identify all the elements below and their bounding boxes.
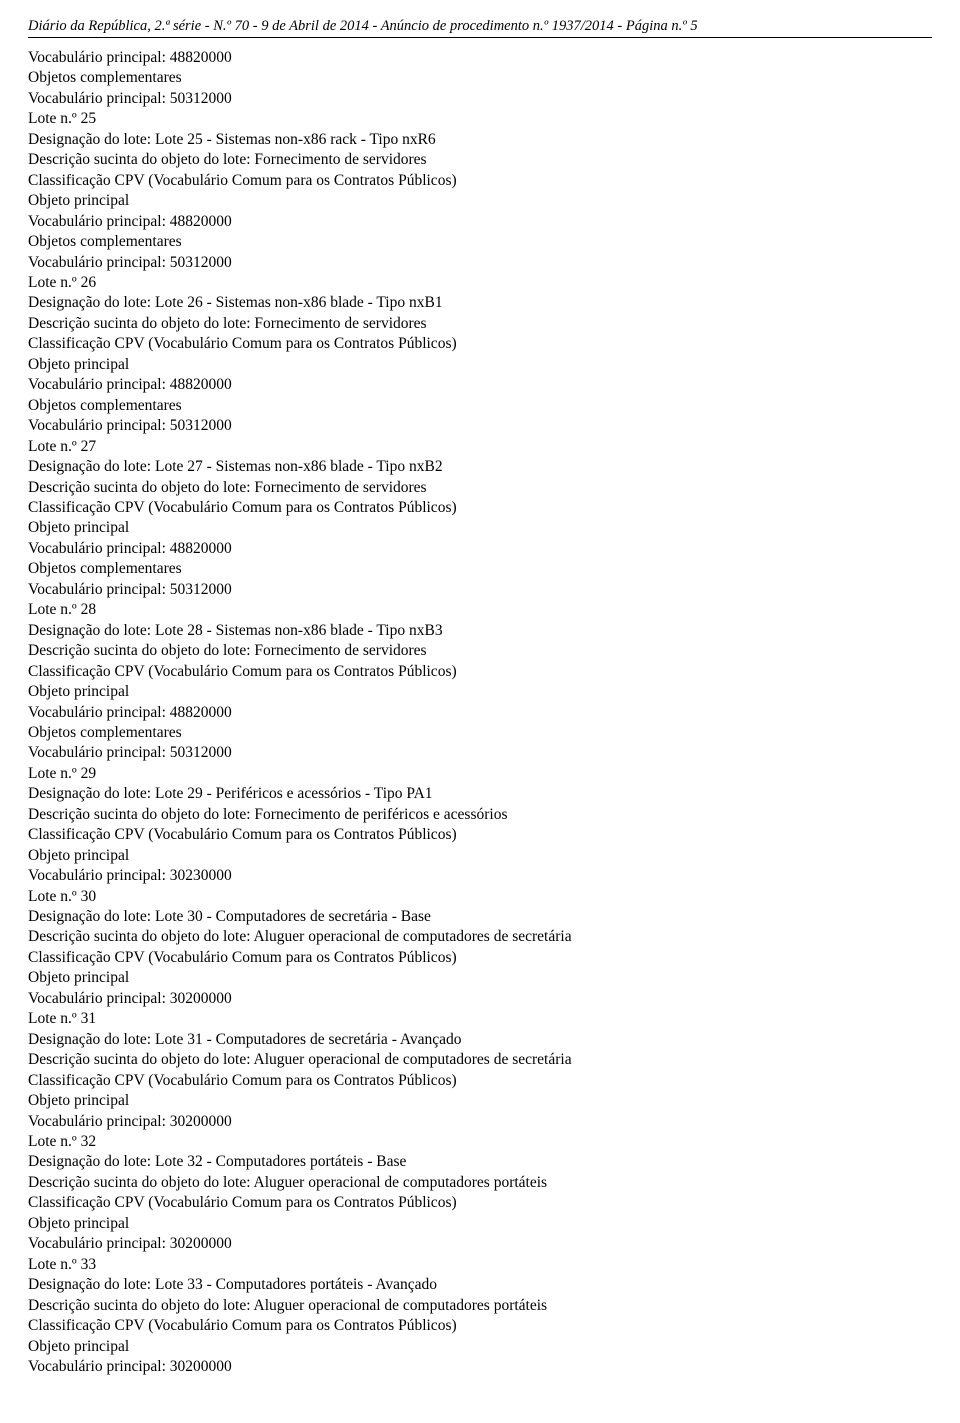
lote-designacao: Designação do lote: Lote 29 - Periférico… [28, 784, 932, 804]
vocab-principal: Vocabulário principal: 48820000 [28, 375, 932, 395]
lote-descricao: Descrição sucinta do objeto do lote: For… [28, 478, 932, 498]
vocab-principal: Vocabulário principal: 48820000 [28, 212, 932, 232]
lote-numero: Lote n.º 26 [28, 273, 932, 293]
page-header: Diário da República, 2.ª série - N.º 70 … [28, 18, 932, 38]
lote-descricao: Descrição sucinta do objeto do lote: Alu… [28, 1173, 932, 1193]
lote-classificacao: Classificação CPV (Vocabulário Comum par… [28, 825, 932, 845]
lote-objeto-principal: Objeto principal [28, 1214, 932, 1234]
lote-numero: Lote n.º 29 [28, 764, 932, 784]
document-body: Vocabulário principal: 48820000Objetos c… [28, 48, 932, 1377]
lote-objeto-principal: Objeto principal [28, 1337, 932, 1357]
lote-classificacao: Classificação CPV (Vocabulário Comum par… [28, 334, 932, 354]
lote-designacao: Designação do lote: Lote 30 - Computador… [28, 907, 932, 927]
lote-numero: Lote n.º 28 [28, 600, 932, 620]
lote-descricao: Descrição sucinta do objeto do lote: Alu… [28, 927, 932, 947]
lote-designacao: Designação do lote: Lote 28 - Sistemas n… [28, 621, 932, 641]
lote-numero: Lote n.º 30 [28, 887, 932, 907]
lote-classificacao: Classificação CPV (Vocabulário Comum par… [28, 1193, 932, 1213]
lote-designacao: Designação do lote: Lote 26 - Sistemas n… [28, 293, 932, 313]
vocab-principal: Vocabulário principal: 50312000 [28, 743, 932, 763]
objetos-complementares: Objetos complementares [28, 68, 932, 88]
lote-objeto-principal: Objeto principal [28, 1091, 932, 1111]
lote-classificacao: Classificação CPV (Vocabulário Comum par… [28, 662, 932, 682]
lote-numero: Lote n.º 33 [28, 1255, 932, 1275]
lote-classificacao: Classificação CPV (Vocabulário Comum par… [28, 171, 932, 191]
lote-objeto-principal: Objeto principal [28, 355, 932, 375]
vocab-principal: Vocabulário principal: 30200000 [28, 1357, 932, 1377]
lote-classificacao: Classificação CPV (Vocabulário Comum par… [28, 948, 932, 968]
lote-descricao: Descrição sucinta do objeto do lote: For… [28, 805, 932, 825]
lote-descricao: Descrição sucinta do objeto do lote: For… [28, 314, 932, 334]
lote-descricao: Descrição sucinta do objeto do lote: For… [28, 641, 932, 661]
lote-designacao: Designação do lote: Lote 31 - Computador… [28, 1030, 932, 1050]
lote-designacao: Designação do lote: Lote 27 - Sistemas n… [28, 457, 932, 477]
lote-objeto-principal: Objeto principal [28, 518, 932, 538]
lote-numero: Lote n.º 31 [28, 1009, 932, 1029]
vocab-principal: Vocabulário principal: 48820000 [28, 703, 932, 723]
vocab-principal: Vocabulário principal: 48820000 [28, 48, 932, 68]
vocab-principal: Vocabulário principal: 30200000 [28, 989, 932, 1009]
lote-numero: Lote n.º 27 [28, 437, 932, 457]
vocab-principal: Vocabulário principal: 30200000 [28, 1234, 932, 1254]
lote-designacao: Designação do lote: Lote 32 - Computador… [28, 1152, 932, 1172]
lote-designacao: Designação do lote: Lote 25 - Sistemas n… [28, 130, 932, 150]
vocab-principal: Vocabulário principal: 30200000 [28, 1112, 932, 1132]
objetos-complementares: Objetos complementares [28, 396, 932, 416]
lote-classificacao: Classificação CPV (Vocabulário Comum par… [28, 1316, 932, 1336]
vocab-principal: Vocabulário principal: 50312000 [28, 89, 932, 109]
vocab-principal: Vocabulário principal: 50312000 [28, 253, 932, 273]
lote-objeto-principal: Objeto principal [28, 682, 932, 702]
vocab-principal: Vocabulário principal: 30230000 [28, 866, 932, 886]
lote-objeto-principal: Objeto principal [28, 968, 932, 988]
lote-classificacao: Classificação CPV (Vocabulário Comum par… [28, 1071, 932, 1091]
lote-objeto-principal: Objeto principal [28, 191, 932, 211]
objetos-complementares: Objetos complementares [28, 559, 932, 579]
vocab-principal: Vocabulário principal: 48820000 [28, 539, 932, 559]
lote-classificacao: Classificação CPV (Vocabulário Comum par… [28, 498, 932, 518]
lote-objeto-principal: Objeto principal [28, 846, 932, 866]
vocab-principal: Vocabulário principal: 50312000 [28, 416, 932, 436]
objetos-complementares: Objetos complementares [28, 232, 932, 252]
lote-descricao: Descrição sucinta do objeto do lote: Alu… [28, 1050, 932, 1070]
lote-descricao: Descrição sucinta do objeto do lote: For… [28, 150, 932, 170]
lote-designacao: Designação do lote: Lote 33 - Computador… [28, 1275, 932, 1295]
lote-descricao: Descrição sucinta do objeto do lote: Alu… [28, 1296, 932, 1316]
objetos-complementares: Objetos complementares [28, 723, 932, 743]
vocab-principal: Vocabulário principal: 50312000 [28, 580, 932, 600]
lote-numero: Lote n.º 32 [28, 1132, 932, 1152]
lote-numero: Lote n.º 25 [28, 109, 932, 129]
